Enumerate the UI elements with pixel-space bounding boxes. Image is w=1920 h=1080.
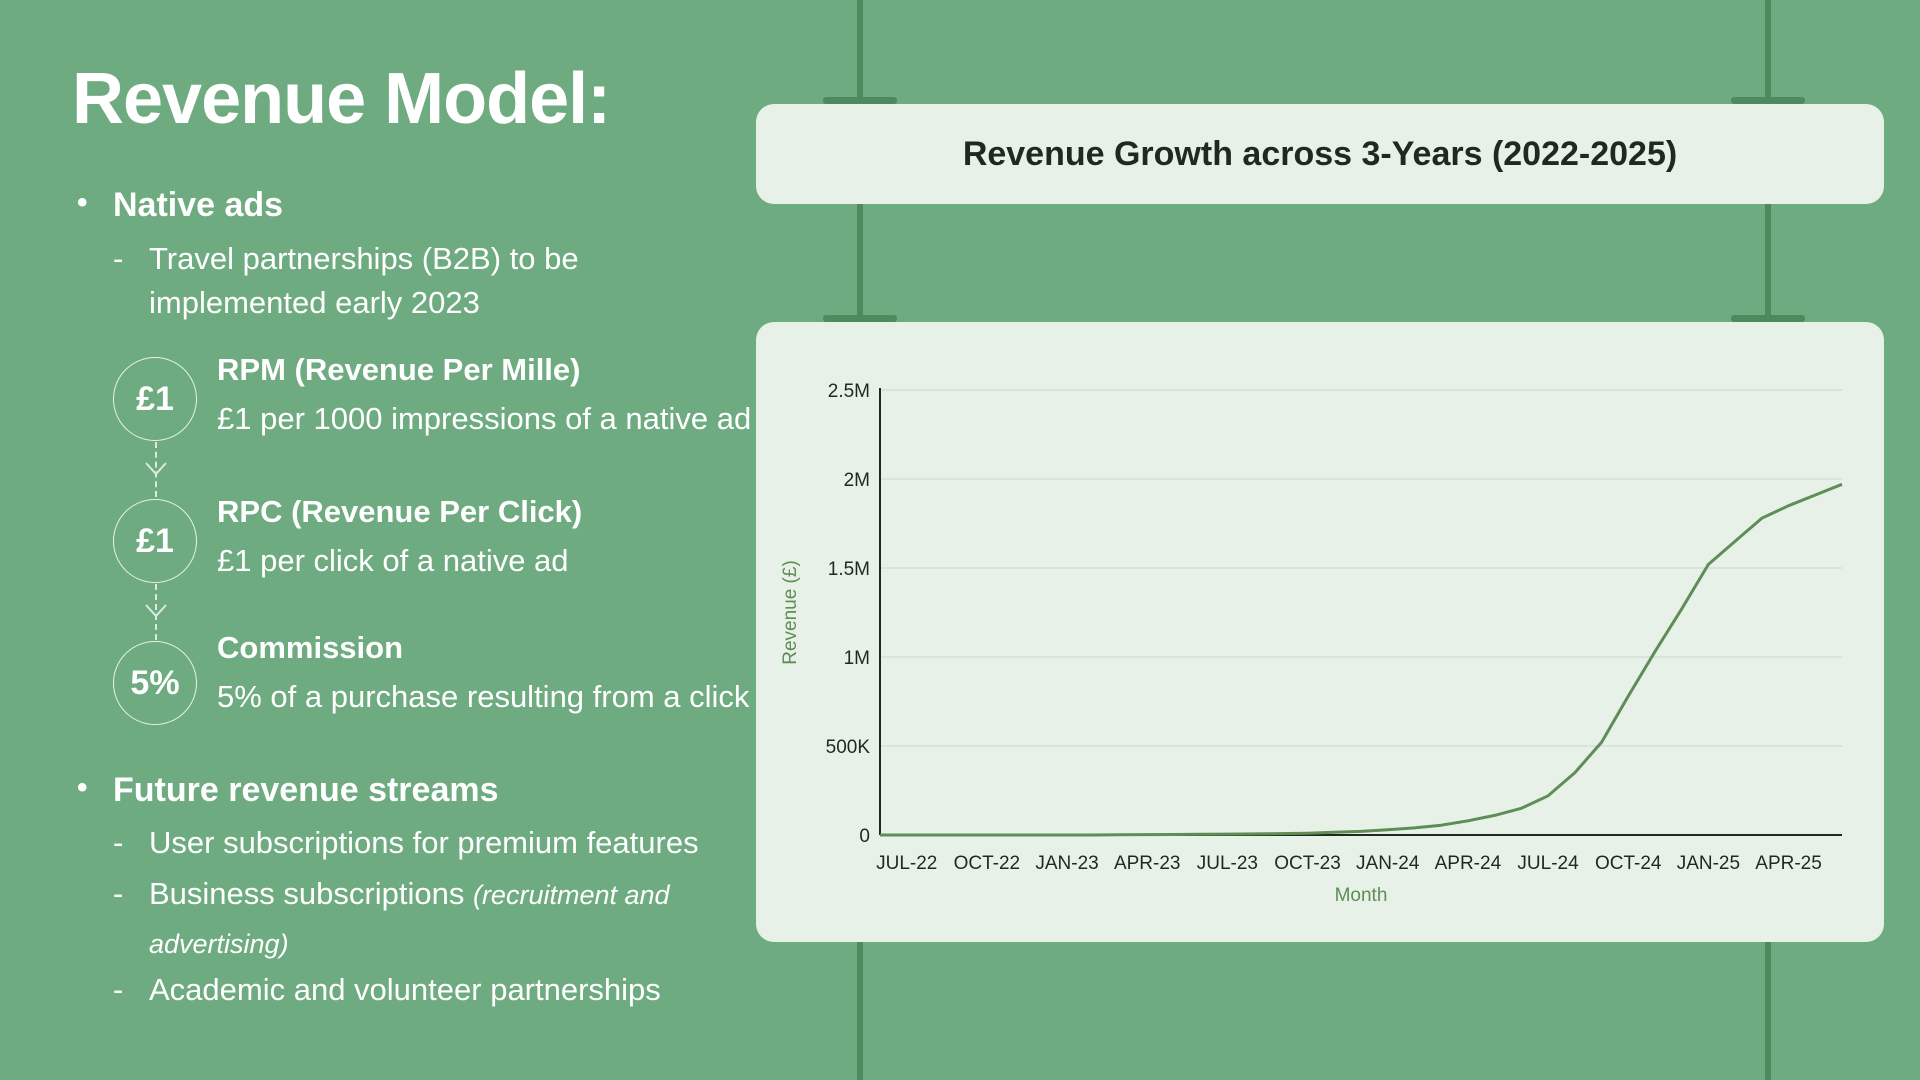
revenue-series-line	[880, 482, 1843, 837]
rpc-text: £1 per click of a native ad	[217, 543, 569, 578]
revenue-line-chart: 0 500K 1M 1.5M 2M 2.5M JUL-22 OCT-22 JAN-23 APR-2…	[780, 381, 1843, 906]
native-ads-note-line1: Travel partnerships (B2B) to be	[149, 241, 579, 276]
chart-panel: 0 500K 1M 1.5M 2M 2.5M JUL-22 OCT-22 JAN-23 APR-2…	[756, 322, 1884, 942]
x-tick-label: JAN-24	[1356, 853, 1420, 874]
y-tick-label: 2.5M	[828, 381, 870, 402]
future-item: - User subscriptions for premium feature…	[113, 821, 699, 865]
dash-icon: -	[113, 972, 124, 1007]
x-tick-label: APR-24	[1435, 853, 1502, 874]
future-item: - Business subscriptions (recruitment an…	[113, 870, 670, 968]
native-ads-note: - Travel partnerships (B2B) to be implem…	[113, 237, 579, 325]
y-axis-title: Revenue (£)	[780, 560, 801, 665]
rpc-badge: £1	[113, 499, 197, 583]
y-tick-label: 2M	[844, 470, 870, 491]
rod-clip	[1731, 315, 1805, 322]
dash-icon: -	[113, 825, 124, 860]
rpm-text: £1 per 1000 impressions of a native ad	[217, 401, 752, 436]
x-tick-label: APR-23	[1114, 853, 1181, 874]
x-tick-label: OCT-22	[954, 853, 1021, 874]
chevron-down-icon	[145, 604, 167, 618]
commission-badge: 5%	[113, 641, 197, 725]
rod-clip	[1731, 97, 1805, 104]
chart-title: Revenue Growth across 3-Years (2022-2025…	[962, 134, 1678, 173]
future-revenue-heading-text: Future revenue streams	[113, 771, 499, 809]
x-tick-label: JUL-24	[1517, 853, 1579, 874]
future-item: - Academic and volunteer partnerships	[113, 968, 661, 1012]
y-tick-label: 1.5M	[828, 559, 870, 580]
x-tick-label: JUL-23	[1197, 853, 1258, 874]
rpm-heading: RPM (Revenue Per Mille)	[217, 352, 581, 387]
future-item-note: advertising)	[149, 929, 289, 959]
x-tick-label: JAN-25	[1677, 853, 1740, 874]
native-ads-heading: • Native ads	[77, 186, 284, 225]
bullet-icon: •	[77, 186, 88, 219]
bullet-icon: •	[77, 771, 88, 804]
x-tick-label: OCT-24	[1595, 853, 1662, 874]
native-ads-heading-text: Native ads	[113, 186, 284, 224]
rpm-badge: £1	[113, 357, 197, 441]
future-item-note: (recruitment and	[472, 880, 670, 910]
timeline-connector	[155, 584, 157, 640]
native-ads-note-line2: implemented early 2023	[149, 285, 480, 320]
rod-clip	[823, 97, 897, 104]
rod-clip	[823, 315, 897, 322]
x-tick-label: APR-25	[1755, 853, 1822, 874]
timeline-connector	[155, 442, 157, 497]
x-tick-label: JUL-22	[876, 853, 937, 874]
future-item-text: Academic and volunteer partnerships	[149, 972, 661, 1007]
x-axis-title: Month	[1335, 885, 1388, 906]
future-item-text: User subscriptions for premium features	[149, 825, 699, 860]
x-tick-label: JAN-23	[1035, 853, 1098, 874]
slide-title: Revenue Model:	[72, 59, 611, 139]
chart-title-panel: Revenue Growth across 3-Years (2022-2025…	[756, 104, 1884, 204]
future-revenue-heading: • Future revenue streams	[77, 771, 499, 810]
commission-text: 5% of a purchase resulting from a click	[217, 679, 750, 714]
y-tick-label: 500K	[826, 737, 871, 758]
future-item-text: Business subscriptions	[149, 876, 465, 911]
y-tick-label: 1M	[844, 648, 870, 669]
chevron-down-icon	[145, 462, 167, 476]
x-tick-label: OCT-23	[1274, 853, 1341, 874]
commission-heading: Commission	[217, 630, 404, 665]
dash-icon: -	[113, 241, 124, 276]
dash-icon: -	[113, 876, 124, 911]
y-tick-label: 0	[859, 826, 870, 847]
rpc-heading: RPC (Revenue Per Click)	[217, 494, 583, 529]
